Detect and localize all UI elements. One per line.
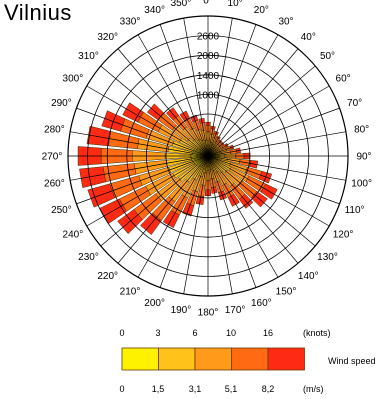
direction-label: 90° — [356, 152, 371, 163]
grid-spoke — [159, 24, 209, 157]
grid-spoke — [207, 18, 233, 157]
chart-title: Vilnius — [4, 0, 72, 25]
polar-grid — [67, 15, 349, 297]
grid-spoke — [76, 155, 209, 205]
grid-spoke — [207, 155, 346, 181]
direction-label: 310° — [78, 51, 99, 62]
grid-spoke — [207, 85, 330, 157]
direction-label: 150° — [276, 287, 297, 298]
direction-label: 140° — [298, 271, 319, 282]
legend-knots-tick: 3 — [155, 328, 160, 338]
grid-spoke — [183, 155, 209, 294]
direction-label: 110° — [345, 205, 365, 216]
legend-knots-tick: 6 — [192, 328, 197, 338]
direction-label: 30° — [278, 16, 293, 27]
grid-spoke — [100, 155, 209, 247]
direction-label: 100° — [351, 179, 372, 190]
direction-label: 210° — [120, 287, 141, 298]
grid-spoke — [207, 155, 316, 247]
direction-label: 20° — [254, 5, 269, 16]
grid-spoke — [207, 155, 299, 264]
direction-label: 160° — [251, 298, 272, 309]
grid-spoke — [100, 65, 209, 157]
grid-spoke — [137, 155, 209, 278]
grid-spoke — [207, 24, 257, 157]
direction-label: 200° — [144, 298, 165, 309]
ring-label: 1000 — [197, 90, 220, 101]
petal-dir-280-class-4 — [86, 125, 112, 147]
grid-spoke — [207, 155, 340, 205]
direction-label: 10° — [228, 0, 243, 9]
grid-spoke — [207, 65, 316, 157]
grid-spoke — [207, 155, 279, 278]
legend-swatch — [158, 347, 196, 371]
legend-swatch — [267, 347, 305, 371]
grid-spoke — [117, 155, 209, 264]
petal-dir-260-class-4 — [79, 166, 106, 189]
legend-swatch — [194, 347, 232, 371]
legend-swatch — [121, 347, 159, 371]
grid-spoke — [70, 155, 209, 181]
direction-label: 280° — [44, 124, 65, 135]
grid-spoke — [117, 48, 209, 157]
legend-knots-tick: 10 — [226, 328, 236, 338]
direction-label: 240° — [63, 230, 84, 241]
direction-label: 120° — [333, 230, 354, 241]
grid-spoke — [207, 155, 330, 227]
direction-label: 220° — [97, 271, 118, 282]
legend-knots-unit: (knots) — [303, 328, 331, 338]
legend-label: Wind speed — [328, 356, 376, 366]
direction-label: 130° — [317, 252, 338, 263]
grid-spoke — [207, 155, 233, 294]
legend-ms-tick: 3,1 — [189, 384, 202, 394]
grid-spoke — [207, 155, 257, 288]
legend: 0 3 6 10 16 (knots) Wind speed 0 1,5 3,1 5,1 8,2 (m/… — [119, 328, 375, 394]
grid-spoke — [207, 107, 340, 157]
grid-spoke — [207, 131, 346, 157]
legend-ms-tick: 8,2 — [262, 384, 275, 394]
direction-label: 230° — [78, 252, 99, 263]
ring-labels: 2600 2000 1400 1000 — [197, 32, 220, 102]
direction-label: 60° — [336, 74, 351, 85]
petal-dir-250-class-4 — [87, 183, 115, 208]
direction-label: 340° — [144, 5, 165, 16]
grid-spoke — [159, 155, 209, 288]
grid-spoke — [76, 107, 209, 157]
direction-label: 330° — [120, 16, 141, 27]
legend-ms-tick: 5,1 — [225, 384, 238, 394]
direction-label: 250° — [51, 205, 72, 216]
legend-ms-tick: 0 — [119, 384, 124, 394]
direction-label: 300° — [63, 74, 84, 85]
direction-label: 290° — [51, 98, 72, 109]
direction-label: 270° — [42, 152, 63, 163]
grid-spoke — [137, 34, 209, 157]
grid-spoke — [183, 18, 209, 157]
direction-label: 260° — [44, 179, 65, 190]
ring-label: 2000 — [197, 51, 220, 62]
legend-knots-tick: 0 — [119, 328, 124, 338]
direction-label: 170° — [225, 305, 246, 316]
direction-label: 50° — [320, 51, 335, 62]
direction-label: 350° — [171, 0, 192, 9]
direction-label: 320° — [97, 32, 118, 43]
grid-spoke — [70, 131, 209, 157]
direction-label: 0° — [203, 0, 213, 7]
direction-label: 180° — [198, 308, 219, 319]
grid-spoke — [86, 85, 209, 157]
grid-spoke — [86, 155, 209, 227]
ring-label: 1400 — [197, 71, 220, 82]
direction-label: 80° — [354, 124, 369, 135]
legend-ms-unit: (m/s) — [303, 384, 324, 394]
legend-knots-tick: 16 — [263, 328, 273, 338]
direction-label: 40° — [301, 32, 316, 43]
legend-swatch — [231, 347, 269, 371]
legend-ms-tick: 1,5 — [152, 384, 165, 394]
direction-label: 70° — [347, 98, 362, 109]
grid-spoke — [207, 48, 299, 157]
direction-label: 190° — [171, 305, 192, 316]
direction-labels: 0° 10° 20° 30° 40° 50° 60° 70° 80° 90° 100° 110° 120… — [42, 0, 372, 319]
ring-label: 2600 — [197, 32, 220, 43]
grid-spoke — [207, 34, 279, 157]
